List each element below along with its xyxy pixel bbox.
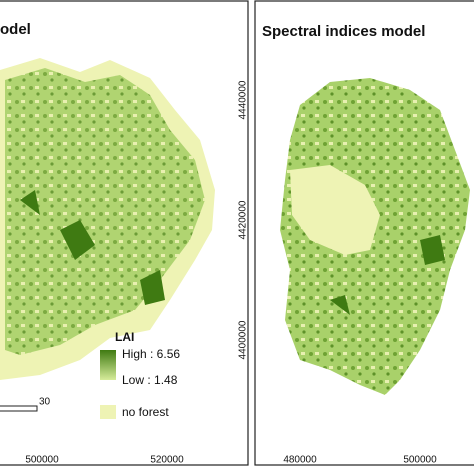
- scale-bar: [0, 405, 38, 412]
- legend-title: LAI: [115, 330, 134, 344]
- x-tick-label: 520000: [150, 455, 184, 466]
- x-tick-label: 500000: [25, 455, 59, 466]
- panel-frame: [0, 0, 249, 466]
- map-region: [290, 165, 380, 255]
- y-tick-label: 4400000: [238, 320, 249, 359]
- forest-area: [280, 78, 470, 395]
- scale-bar-label: 30: [39, 397, 51, 408]
- legend-gradient: [100, 350, 116, 380]
- panel-title: odel: [0, 21, 31, 38]
- x-tick-label: 500000: [403, 455, 437, 466]
- panel-frame: [254, 0, 474, 466]
- high-lai-patch: [330, 235, 445, 315]
- legend-no-forest: no forest: [122, 405, 169, 419]
- high-lai-patch: [20, 190, 165, 305]
- y-tick-label: 4440000: [238, 80, 249, 119]
- legend-no-forest-swatch: [100, 405, 116, 419]
- legend-low: Low : 1.48: [122, 373, 178, 387]
- panel-title: Spectral indices model: [262, 23, 425, 40]
- legend-high: High : 6.56: [122, 347, 180, 361]
- y-tick-label: 4420000: [238, 200, 249, 239]
- x-tick-label: 480000: [283, 455, 317, 466]
